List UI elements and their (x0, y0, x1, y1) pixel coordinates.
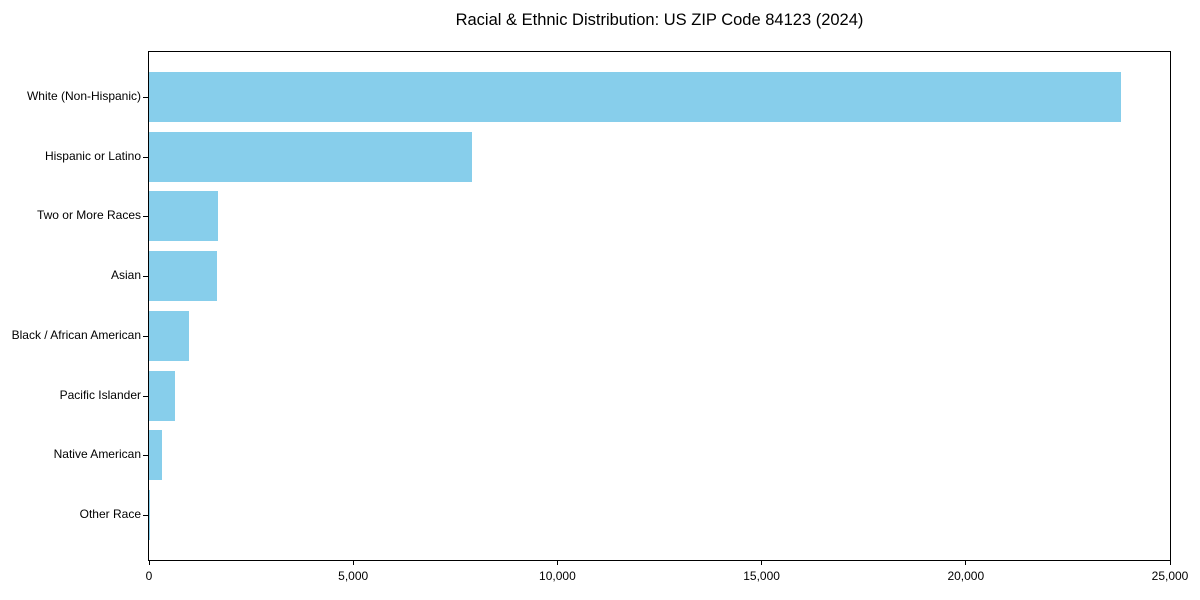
y-tick-mark (143, 395, 148, 397)
y-axis-labels: White (Non-Hispanic) Hispanic or Latino Tw… (0, 51, 141, 561)
x-tick-mark (556, 561, 558, 565)
x-tick-mark (1169, 561, 1171, 565)
bar (149, 490, 151, 541)
category-label: Two or More Races (36, 208, 141, 223)
category-label: White (Non-Hispanic) (26, 88, 141, 103)
bar (149, 71, 1121, 122)
category-label: Other Race (79, 507, 141, 522)
y-tick-mark (143, 335, 148, 337)
y-tick-mark (143, 515, 148, 517)
x-tick-mark (352, 561, 354, 565)
x-tick-label: 10,000 (539, 569, 576, 583)
y-tick-mark (143, 276, 148, 278)
plot-area: 0 5,000 10,000 15,000 20,000 25,000 (143, 51, 1188, 583)
y-tick-mark (143, 96, 148, 98)
category-label: Hispanic or Latino (44, 148, 141, 163)
category-label: Black / African American (11, 327, 141, 342)
y-tick-mark (143, 455, 148, 457)
category-label: Asian (110, 268, 141, 283)
x-tick-label: 5,000 (338, 569, 369, 583)
y-tick-mark (143, 156, 148, 158)
x-tick-label: 25,000 (1151, 569, 1189, 583)
bar (149, 310, 190, 361)
chart-title: Racial & Ethnic Distribution: US ZIP Cod… (455, 11, 864, 29)
bar (149, 191, 219, 242)
bar (149, 131, 472, 182)
bar (149, 251, 218, 302)
x-tick-label: 0 (145, 569, 153, 583)
category-label: Native American (53, 447, 141, 462)
category-label: Pacific Islander (59, 387, 141, 402)
y-tick-mark (143, 216, 148, 218)
x-tick-mark (761, 561, 763, 565)
x-tick-mark (965, 561, 967, 565)
bar (149, 430, 163, 481)
x-tick-mark (148, 561, 150, 565)
x-tick-label: 15,000 (743, 569, 780, 583)
x-tick-label: 20,000 (947, 569, 985, 583)
bar (149, 370, 176, 421)
